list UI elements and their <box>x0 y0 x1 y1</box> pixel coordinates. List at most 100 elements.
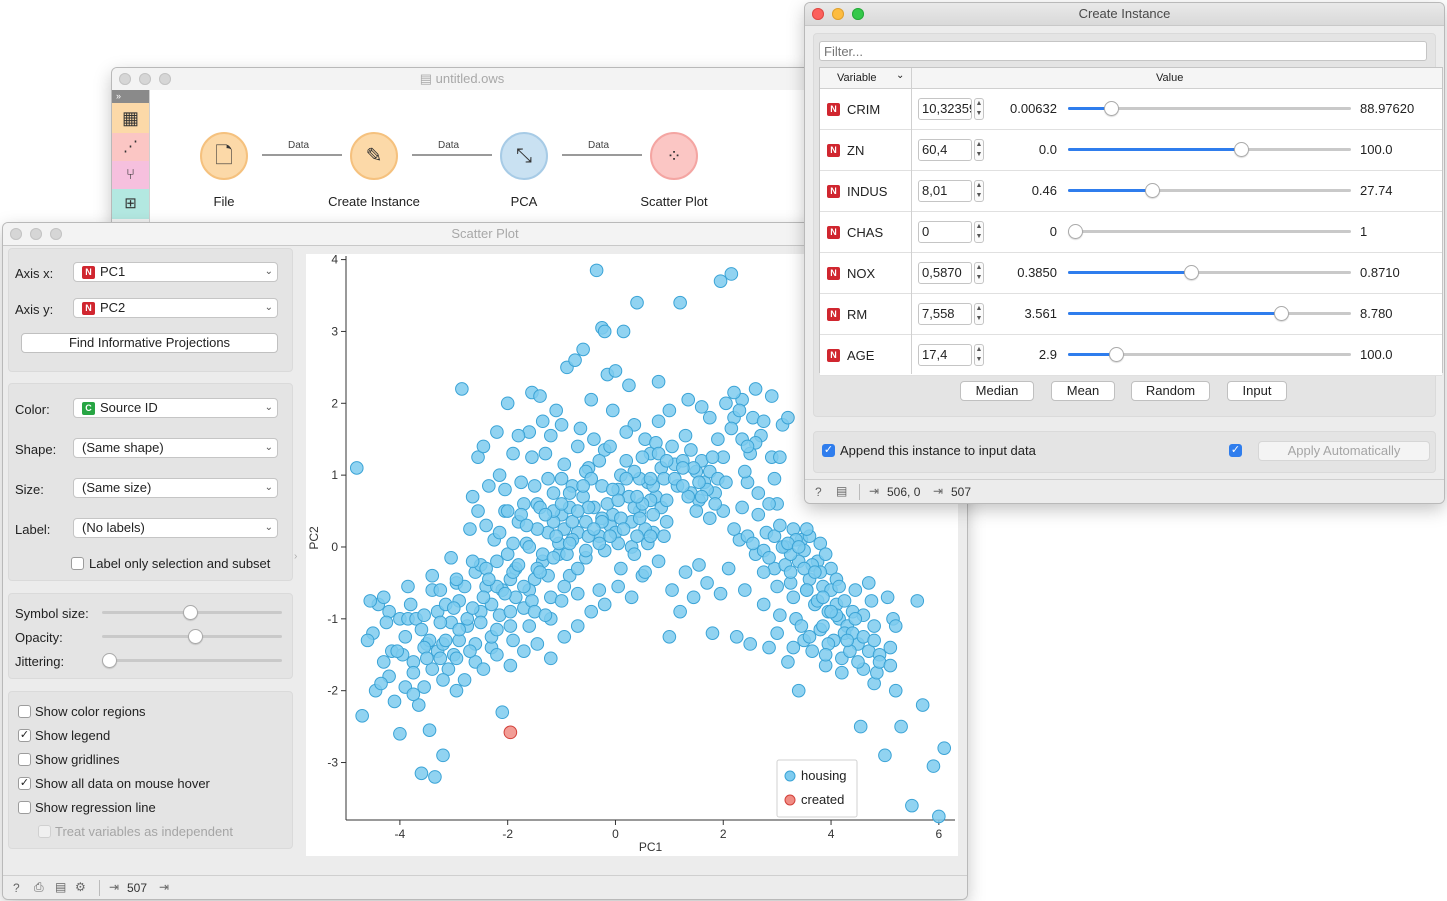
close-button[interactable] <box>119 73 131 85</box>
data-point-housing[interactable] <box>651 414 666 429</box>
data-point-housing[interactable] <box>584 604 599 619</box>
data-point-housing[interactable] <box>619 425 634 439</box>
plot-option-checkbox[interactable]: ✓ <box>18 729 31 742</box>
data-point-housing[interactable] <box>762 640 776 655</box>
data-point-housing[interactable] <box>662 403 677 418</box>
data-point-housing[interactable] <box>702 410 717 425</box>
help-icon[interactable]: ? <box>13 881 20 895</box>
data-point-housing[interactable] <box>490 554 504 569</box>
data-point-housing[interactable] <box>433 583 448 597</box>
data-point-housing[interactable] <box>773 450 787 464</box>
data-point-housing[interactable] <box>630 295 644 310</box>
data-point-housing[interactable] <box>592 583 607 597</box>
data-point-housing[interactable] <box>719 396 733 411</box>
data-point-housing[interactable] <box>546 486 561 500</box>
data-point-housing[interactable] <box>764 389 779 403</box>
data-point-housing[interactable] <box>724 421 739 436</box>
plot-option-checkbox[interactable] <box>18 801 31 814</box>
data-point-housing[interactable] <box>541 471 555 486</box>
data-point-housing[interactable] <box>883 640 898 655</box>
filter-input[interactable] <box>819 41 1427 61</box>
data-point-housing[interactable] <box>500 396 515 411</box>
data-point-housing[interactable] <box>455 382 469 396</box>
data-point-housing[interactable] <box>689 504 704 518</box>
data-point-housing[interactable] <box>355 709 369 723</box>
data-point-housing[interactable] <box>476 439 491 454</box>
data-point-housing[interactable] <box>554 418 569 432</box>
data-point-housing[interactable] <box>711 432 725 447</box>
data-point-housing[interactable] <box>756 565 771 579</box>
data-point-housing[interactable] <box>665 439 679 454</box>
data-point-housing[interactable] <box>503 658 518 673</box>
data-point-housing[interactable] <box>376 655 391 669</box>
data-point-housing[interactable] <box>708 497 722 511</box>
value-slider[interactable] <box>1068 230 1351 233</box>
data-point-housing[interactable] <box>390 644 404 658</box>
apply-automatically-checkbox[interactable]: ✓ <box>1229 444 1242 457</box>
data-point-housing[interactable] <box>937 741 952 755</box>
data-point-housing[interactable] <box>457 673 472 687</box>
data-point-housing[interactable] <box>533 389 547 403</box>
data-point-housing[interactable] <box>781 410 795 425</box>
data-point-housing[interactable] <box>614 561 628 576</box>
data-point-housing[interactable] <box>433 651 448 666</box>
data-points[interactable] <box>349 263 952 824</box>
data-point-housing[interactable] <box>417 608 431 623</box>
data-point-housing[interactable] <box>438 633 453 648</box>
zoom-button[interactable] <box>159 73 171 85</box>
data-point-housing[interactable] <box>678 565 693 579</box>
data-point-housing[interactable] <box>436 748 450 763</box>
data-point-housing[interactable] <box>608 364 623 378</box>
data-point-housing[interactable] <box>662 629 677 644</box>
data-point-housing[interactable] <box>570 586 585 601</box>
data-point-housing[interactable] <box>643 471 658 486</box>
data-point-housing[interactable] <box>802 629 817 644</box>
report-icon[interactable]: ▤ <box>836 484 848 498</box>
data-point-housing[interactable] <box>360 633 375 648</box>
data-point-housing[interactable] <box>824 604 838 619</box>
data-point-housing[interactable] <box>530 637 545 651</box>
data-point-housing[interactable] <box>816 590 830 605</box>
data-point-housing[interactable] <box>794 619 809 633</box>
data-point-housing[interactable] <box>867 633 881 648</box>
data-point-housing[interactable] <box>522 619 537 633</box>
data-point-housing[interactable] <box>519 518 534 533</box>
data-point-housing[interactable] <box>767 529 782 544</box>
data-point-housing[interactable] <box>425 662 440 676</box>
toolbox-expand-button[interactable]: » <box>112 90 149 103</box>
data-point-housing[interactable] <box>543 651 558 666</box>
data-point-housing[interactable] <box>851 655 865 669</box>
data-point-housing[interactable] <box>853 719 868 734</box>
data-point-housing[interactable] <box>729 629 744 644</box>
data-point-housing[interactable] <box>770 579 784 594</box>
data-point-housing[interactable] <box>659 515 674 529</box>
value-spinbox[interactable]: 0,5870 <box>918 262 972 284</box>
data-point-housing[interactable] <box>420 651 434 666</box>
data-point-housing[interactable] <box>557 629 572 644</box>
data-point-housing[interactable] <box>363 594 378 608</box>
collapse-panel-handle[interactable]: › <box>294 551 298 562</box>
minimize-button[interactable] <box>832 8 844 20</box>
data-point-housing[interactable] <box>492 468 507 482</box>
data-point-housing[interactable] <box>444 550 458 565</box>
data-point-housing[interactable] <box>816 619 830 633</box>
data-point-housing[interactable] <box>651 554 666 569</box>
data-point-housing[interactable] <box>673 295 687 310</box>
data-point-housing[interactable] <box>579 543 593 558</box>
color-combo[interactable]: C Source ID ⌄ <box>73 398 278 418</box>
stepper-arrows-icon[interactable]: ▲ ▼ <box>974 139 984 161</box>
data-point-housing[interactable] <box>500 547 515 561</box>
data-point-housing[interactable] <box>463 522 477 536</box>
data-point-housing[interactable] <box>791 683 806 698</box>
data-point-housing[interactable] <box>832 579 846 594</box>
data-point-housing[interactable] <box>767 471 782 486</box>
zoom-button[interactable] <box>852 8 864 20</box>
value-slider-handle[interactable] <box>1183 265 1199 280</box>
data-point-housing[interactable] <box>861 576 876 590</box>
data-point-housing[interactable] <box>511 558 526 572</box>
data-point-housing[interactable] <box>713 274 728 288</box>
value-slider[interactable] <box>1068 189 1351 192</box>
append-instance-checkbox[interactable]: ✓ <box>822 444 835 457</box>
report-icon[interactable]: ▤ <box>55 880 67 894</box>
data-point-housing[interactable] <box>538 507 553 522</box>
